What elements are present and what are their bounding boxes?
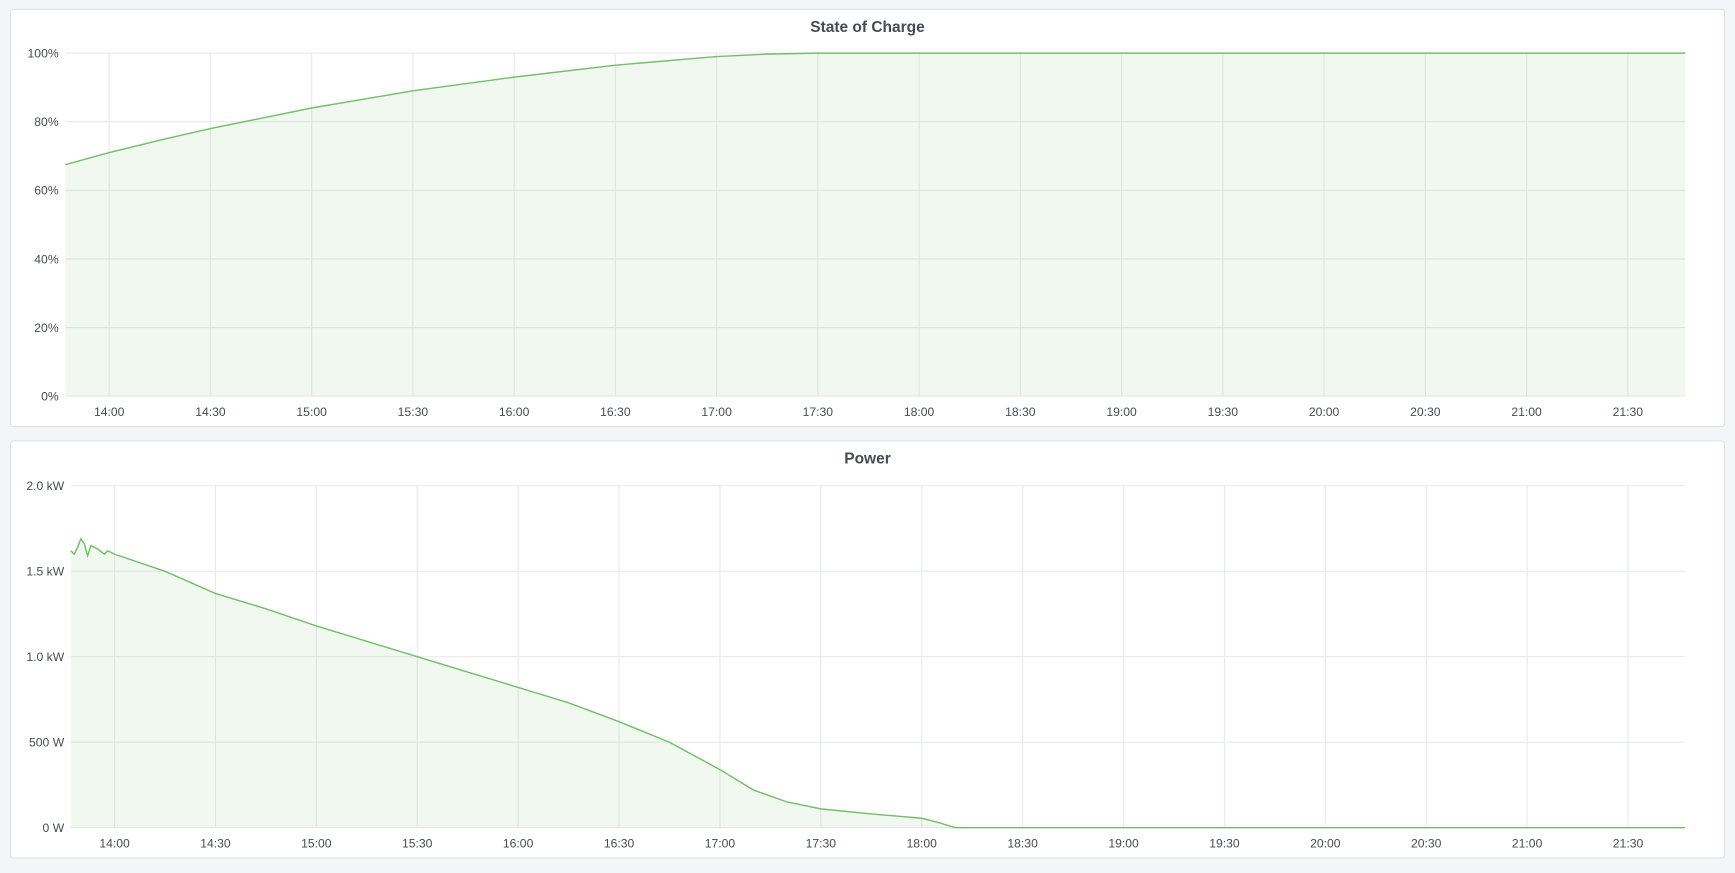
series-area: [65, 53, 1686, 397]
x-tick-label: 18:30: [1007, 837, 1038, 851]
x-tick-label: 17:00: [701, 405, 732, 419]
soc-chart: 0% 20% 40% 60% 80% 100% 14:00 14:30 15:00 15:30 16…: [28, 47, 1686, 419]
y-tick-label: 2.0 kW: [26, 479, 64, 493]
series-area: [70, 538, 1686, 828]
x-tick-label: 17:30: [806, 837, 837, 851]
power-panel: Power 0 W 500 W 1.0 kW 1.5 kW 2.0 kW 14:00 14:…: [9, 440, 1726, 859]
x-tick-label: 18:30: [1005, 405, 1036, 419]
x-tick-label: 21:00: [1511, 405, 1542, 419]
x-tick-label: 18:00: [904, 405, 935, 419]
x-tick-label: 20:00: [1310, 837, 1341, 851]
x-tick-label: 14:30: [195, 405, 226, 419]
x-tick-label: 15:30: [402, 837, 433, 851]
y-tick-label: 1.0 kW: [26, 650, 64, 664]
x-tick-label: 20:30: [1410, 405, 1441, 419]
x-tick-label: 17:00: [705, 837, 736, 851]
y-tick-label: 0 W: [43, 821, 65, 835]
x-tick-label: 14:00: [99, 837, 130, 851]
x-tick-label: 19:30: [1208, 405, 1239, 419]
x-tick-label: 19:00: [1108, 837, 1139, 851]
y-tick-label: 500 W: [29, 736, 65, 750]
x-tick-label: 21:00: [1512, 837, 1543, 851]
x-tick-label: 20:30: [1411, 837, 1442, 851]
y-tick-label: 60%: [34, 184, 59, 198]
panel-title: State of Charge: [810, 17, 925, 36]
x-tick-label: 16:30: [600, 405, 631, 419]
x-tick-label: 15:00: [301, 837, 332, 851]
y-tick-label: 100%: [28, 47, 59, 61]
x-tick-label: 19:00: [1106, 405, 1137, 419]
series-line: [65, 52, 1686, 166]
x-tick-label: 16:30: [604, 837, 635, 851]
x-tick-label: 18:00: [907, 837, 938, 851]
x-tick-label: 21:30: [1613, 837, 1644, 851]
x-tick-label: 14:30: [200, 837, 231, 851]
y-tick-label: 80%: [34, 115, 59, 129]
y-tick-label: 40%: [34, 252, 59, 266]
x-tick-label: 14:00: [94, 405, 125, 419]
panel-title: Power: [844, 449, 891, 467]
x-tick-label: 16:00: [499, 405, 530, 419]
y-tick-label: 20%: [34, 321, 59, 335]
series-line: [70, 537, 1686, 829]
x-tick-label: 16:00: [503, 837, 534, 851]
x-tick-label: 20:00: [1309, 405, 1340, 419]
y-tick-label: 1.5 kW: [26, 565, 64, 579]
x-tick-label: 17:30: [803, 405, 834, 419]
x-tick-label: 19:30: [1209, 837, 1240, 851]
soc-panel: State of Charge 0% 20% 40% 60% 80% 100% 14:00 1…: [9, 8, 1726, 428]
power-chart: 0 W 500 W 1.0 kW 1.5 kW 2.0 kW 14:00 14:30 15:0…: [26, 479, 1686, 851]
x-tick-label: 15:00: [296, 405, 327, 419]
y-tick-label: 0%: [41, 390, 59, 404]
x-tick-label: 21:30: [1613, 405, 1644, 419]
x-tick-label: 15:30: [398, 405, 429, 419]
